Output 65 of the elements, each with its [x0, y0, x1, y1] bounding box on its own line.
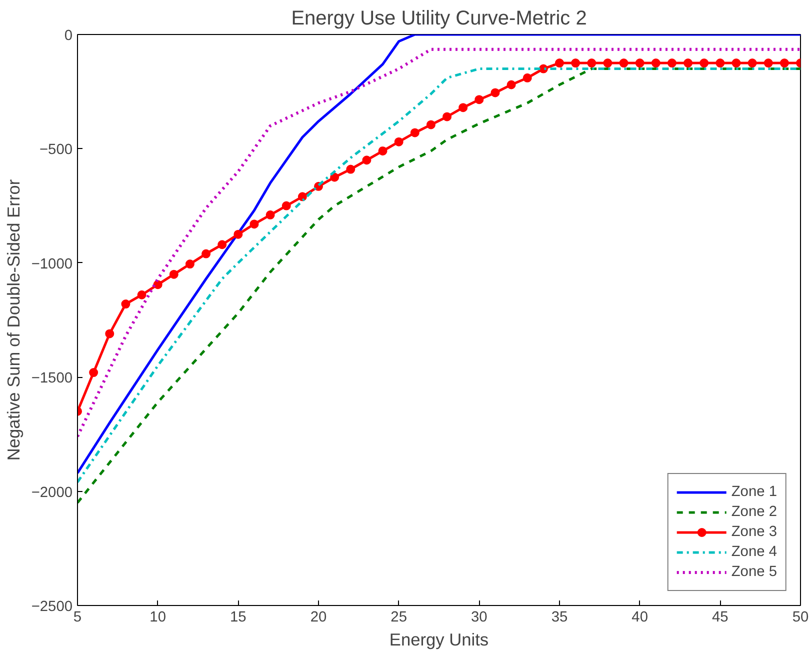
legend-label: Zone 4 [731, 544, 777, 560]
point [651, 58, 660, 68]
point [105, 329, 114, 338]
x-tick-label: 35 [551, 610, 568, 626]
point [121, 300, 130, 309]
y-tick-label: −1500 [31, 370, 73, 387]
point [635, 58, 644, 68]
legend-label: Zone 3 [731, 524, 777, 540]
x-tick-label: 40 [632, 610, 648, 626]
point [603, 58, 612, 68]
point [202, 249, 211, 258]
y-tick-label: −2000 [31, 484, 73, 501]
point [700, 58, 709, 68]
point [684, 58, 693, 68]
point [764, 58, 773, 68]
x-tick-label: 20 [310, 610, 327, 626]
point [522, 73, 532, 82]
x-tick-label: 50 [792, 610, 809, 626]
point [474, 95, 484, 104]
x-tick-label: 10 [150, 610, 166, 626]
point [571, 58, 580, 68]
point [748, 58, 757, 68]
y-tick-label: −2500 [31, 599, 73, 615]
point [250, 220, 259, 229]
x-axis-title: Energy Units [389, 630, 489, 650]
point [362, 156, 372, 165]
point [587, 58, 596, 68]
point [378, 146, 388, 156]
y-axis-title: Negative Sum of Double-Sided Error [3, 179, 24, 461]
y-tick-label: −1000 [31, 256, 73, 272]
x-tick-label: 30 [471, 610, 488, 626]
x-tick-label: 15 [230, 610, 246, 626]
point [716, 58, 725, 68]
point [218, 240, 227, 250]
point [185, 260, 194, 269]
point [555, 58, 564, 68]
point [266, 210, 275, 220]
point [169, 270, 178, 279]
legend-label: Zone 2 [731, 504, 777, 520]
point [458, 103, 468, 112]
point [89, 368, 98, 378]
x-tick-label: 45 [712, 610, 728, 626]
chart-title: Energy Use Utility Curve-Metric 2 [291, 8, 587, 30]
point [298, 192, 307, 202]
point [346, 164, 356, 174]
point [282, 201, 291, 210]
point [780, 58, 789, 68]
legend-label: Zone 1 [731, 484, 777, 500]
point [667, 58, 676, 68]
point [426, 120, 436, 130]
point [732, 58, 741, 68]
x-tick-label: 5 [73, 610, 82, 626]
point [330, 172, 340, 182]
y-tick-label: 0 [64, 28, 73, 44]
legend-label: Zone 5 [731, 564, 777, 580]
point [410, 128, 420, 138]
point [506, 80, 516, 90]
point [490, 88, 500, 98]
y-tick-label: −500 [39, 142, 73, 158]
point [619, 58, 628, 68]
point [137, 290, 146, 300]
point [442, 112, 452, 122]
point [394, 137, 404, 146]
x-tick-label: 25 [390, 610, 407, 626]
point [234, 230, 243, 239]
